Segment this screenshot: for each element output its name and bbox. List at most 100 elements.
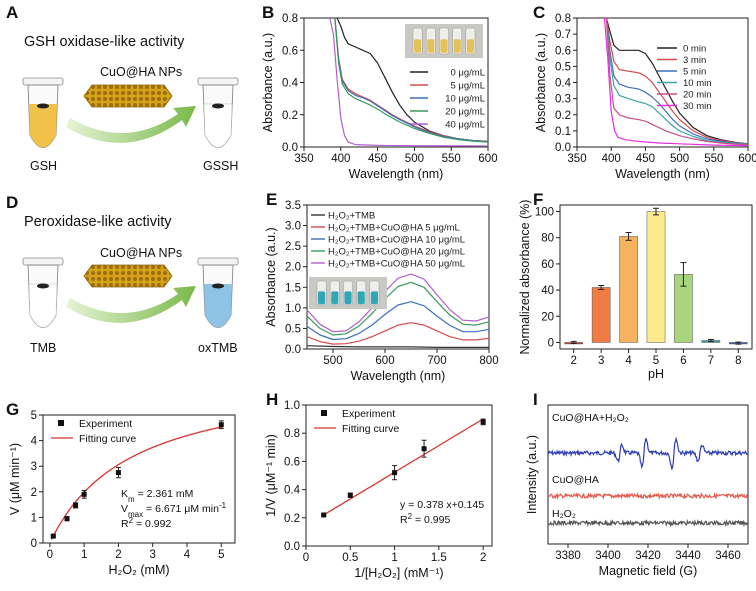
series-line xyxy=(547,518,749,528)
data-point xyxy=(218,422,224,428)
fit-curve xyxy=(51,425,224,540)
vmax-subscript: max xyxy=(128,510,143,519)
y-tick-label: 0.4 xyxy=(284,485,301,497)
chart-e: E 500 600 700 800 0.0 0.5 1.0 1.5 2.0 2.5 3.0 3.5 Wav… xyxy=(264,190,499,383)
tube-icon-tmb xyxy=(22,257,64,328)
vmax-annotation: Vmax = 6.671 μM min-1 xyxy=(121,501,227,519)
series-line xyxy=(548,491,749,500)
plot-frame xyxy=(305,404,493,547)
reaction-arrow-icon xyxy=(66,106,196,143)
legend-label: Fitting curve xyxy=(342,423,399,435)
data-point xyxy=(64,516,70,522)
r2-annotation: R2 = 0.992 xyxy=(121,516,171,531)
legend-label: 40 μg/mL xyxy=(445,120,485,131)
x-tick-label: 500 xyxy=(405,153,424,165)
x-tick-label: 3 xyxy=(598,355,604,367)
panel-label-c: C xyxy=(533,3,545,22)
vial-liquid xyxy=(466,39,474,53)
legend-label: Fitting curve xyxy=(79,433,136,445)
y-tick-label: 1.0 xyxy=(284,400,300,412)
legend-label: 20 min xyxy=(683,90,712,101)
panel-a: A GSH oxidase-like activity CuO@HA NPs G… xyxy=(6,3,238,173)
legend-label: 30 min xyxy=(683,101,712,112)
km-annotation: Km = 2.361 mM xyxy=(121,488,193,504)
vial-liquid xyxy=(440,39,448,53)
series-line xyxy=(334,17,489,143)
legend-label: H₂O₂+TMB+CuO@HA 50 μg/mL xyxy=(328,259,465,270)
tube-label-oxtmb: oxTMB xyxy=(198,341,238,355)
x-tick-label: 350 xyxy=(294,153,313,165)
x-tick-label: 5 xyxy=(653,355,659,367)
r2-symbol: R xyxy=(400,514,408,526)
y-tick-label: 0.0 xyxy=(285,344,301,356)
y-tick-label: 1 xyxy=(31,512,37,524)
legend-label: H₂O₂+TMB+CuO@HA 5 μg/mL xyxy=(328,223,460,234)
data-point xyxy=(115,470,121,476)
chart-b: B 350 400 450 500 550 600 0.0 0.2 0.4 0.6 0.8 Wavele… xyxy=(261,3,498,181)
x-tick-label: 7 xyxy=(708,355,714,367)
y-tick-label: 0.1 xyxy=(555,126,571,138)
x-tick-label: 700 xyxy=(427,355,446,367)
vial-liquid xyxy=(331,291,339,305)
panel-d: D Peroxidase-like activity CuO@HA NPs TM… xyxy=(6,193,239,355)
y-axis-label: Absorbance (a.u.) xyxy=(534,33,548,132)
x-tick-label: 0.5 xyxy=(342,552,358,564)
x-axis-label: Wavelength (nm) xyxy=(615,167,710,181)
y-tick-label: 0.6 xyxy=(284,456,300,468)
panel-label-e: E xyxy=(266,190,277,209)
y-axis-label: Absorbance (a.u.) xyxy=(264,227,278,326)
y-tick-label: 40 xyxy=(541,285,554,297)
x-tick-label: 550 xyxy=(704,153,723,165)
tube-icon-gsh xyxy=(22,77,64,148)
bar xyxy=(591,287,611,343)
x-tick-label: 3380 xyxy=(555,550,581,562)
y-tick-label: 3 xyxy=(31,461,37,473)
tube-label-gssh: GSSH xyxy=(203,159,238,173)
y-tick-label: 0.0 xyxy=(282,142,298,154)
x-tick-label: 600 xyxy=(478,153,497,165)
series-line xyxy=(329,17,489,147)
x-tick-label: 1 xyxy=(391,552,397,564)
vial-photo-inset xyxy=(309,277,387,309)
vmax-exponent: -1 xyxy=(219,501,227,510)
y-tick-label: 3.0 xyxy=(285,221,301,233)
panel-a-np-label: CuO@HA NPs xyxy=(100,65,182,79)
legend-marker xyxy=(58,420,64,426)
x-tick-label: 800 xyxy=(479,355,498,367)
r2-symbol: R xyxy=(121,518,129,530)
legend-marker xyxy=(321,410,327,416)
panel-label-f: F xyxy=(533,190,543,209)
series-line xyxy=(605,17,749,145)
x-axis-label: Wavelength (nm) xyxy=(351,369,446,383)
series-line xyxy=(603,17,749,147)
x-tick-label: 2 xyxy=(571,355,577,367)
r2-value: = 0.995 xyxy=(412,514,450,526)
nanoparticle-cluster-icon xyxy=(83,264,173,288)
series-line xyxy=(306,273,490,333)
x-tick-label: 350 xyxy=(567,153,586,165)
y-tick-label: 0.8 xyxy=(282,13,298,25)
x-tick-label: 450 xyxy=(368,153,387,165)
y-tick-label: 3.5 xyxy=(285,200,301,212)
x-tick-label: 8 xyxy=(735,355,741,367)
x-tick-label: 4 xyxy=(184,549,191,561)
series-label: CuO@HA+H₂O₂ xyxy=(552,412,629,424)
chart-f: F 0 20 40 60 80 100 2 3 4 5 6 7 8 pH Normalized absorba… xyxy=(518,190,753,381)
legend-label: 20 μg/mL xyxy=(445,107,485,118)
y-tick-label: 0.8 xyxy=(555,13,571,25)
chart-c: C 350 400 450 500 550 600 0.0 0.1 0.2 0.3 0.4 0.5 0.6… xyxy=(533,3,756,181)
series-line xyxy=(605,17,749,146)
x-tick-label: 2 xyxy=(480,552,486,564)
tube-label-tmb: TMB xyxy=(30,341,56,355)
r2-value: = 0.992 xyxy=(133,518,171,530)
legend-label: 0 min xyxy=(683,44,706,55)
panel-label-d: D xyxy=(6,193,18,212)
x-axis-label: 1/[H₂O₂] (mM⁻¹) xyxy=(354,566,443,580)
y-tick-label: 0.5 xyxy=(555,61,571,73)
y-axis-label: Normalized absorbance (%) xyxy=(518,200,532,355)
data-point xyxy=(73,502,79,508)
data-point xyxy=(81,491,87,497)
nanoparticle-cluster-icon xyxy=(83,84,173,108)
vial-liquid xyxy=(344,291,352,305)
equation-annotation: y = 0.378 x+0.145 xyxy=(400,499,484,511)
